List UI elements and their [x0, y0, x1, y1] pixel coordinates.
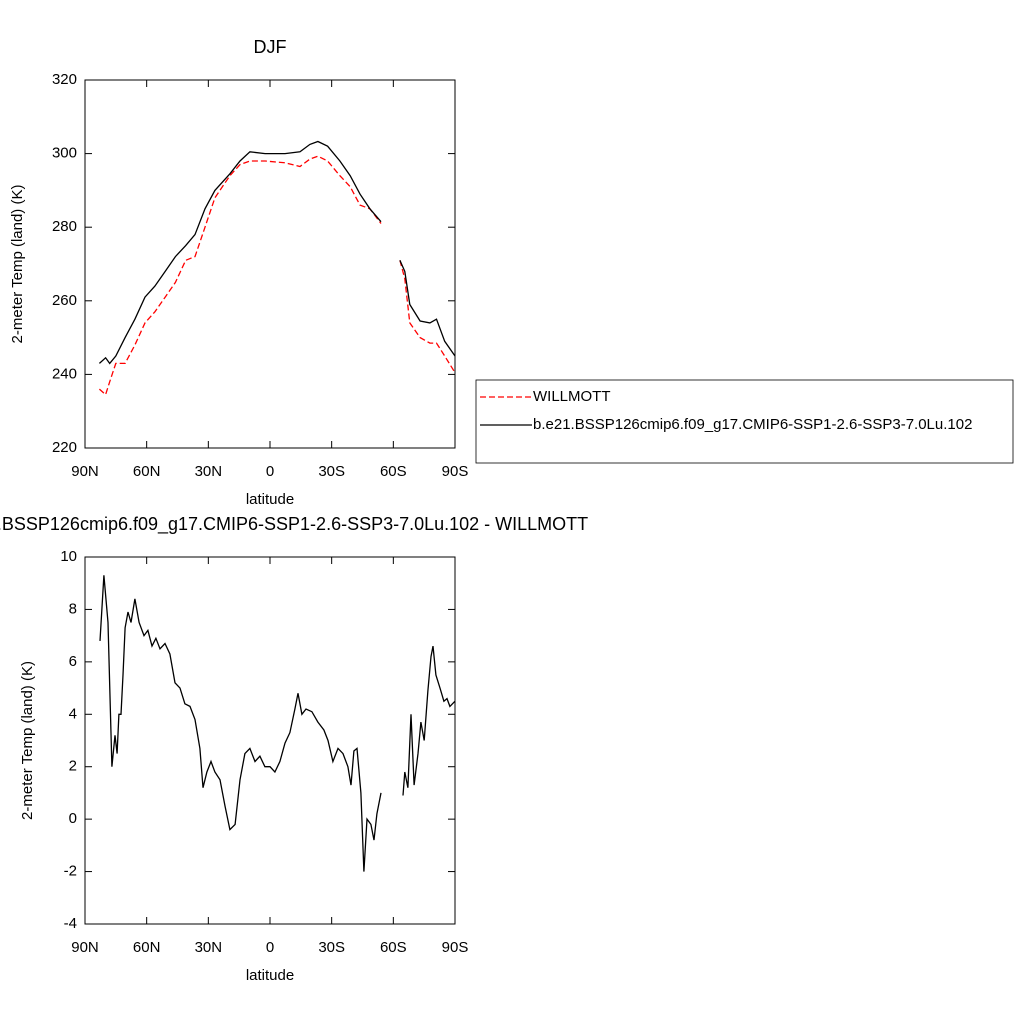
x-tick-label: 90S — [442, 939, 469, 956]
y-tick-label: 0 — [69, 810, 77, 827]
y-tick-label: 8 — [69, 600, 77, 617]
y-tick-label: 240 — [52, 365, 77, 382]
x-tick-label: 0 — [266, 463, 274, 480]
x-tick-label: 60N — [133, 939, 161, 956]
legend-label: b.e21.BSSP126cmip6.f09_g17.CMIP6-SSP1-2.… — [533, 416, 972, 433]
y-tick-label: -2 — [64, 863, 77, 880]
data-line — [99, 575, 456, 872]
data-line — [98, 155, 456, 396]
y-tick-label: 4 — [69, 705, 77, 722]
x-tick-label: 30S — [318, 939, 345, 956]
x-tick-label: 60S — [380, 939, 407, 956]
x-tick-label: 60S — [380, 463, 407, 480]
chart-title: DJF — [254, 37, 287, 57]
x-tick-label: 30S — [318, 463, 345, 480]
y-tick-label: 320 — [52, 71, 77, 88]
chart-title: b.e21.BSSP126cmip6.f09_g17.CMIP6-SSP1-2.… — [0, 514, 588, 535]
y-tick-label: 280 — [52, 218, 77, 235]
x-axis-label: latitude — [246, 967, 294, 984]
x-axis-label: latitude — [246, 491, 294, 508]
x-tick-label: 0 — [266, 939, 274, 956]
x-tick-label: 90N — [71, 463, 99, 480]
y-axis-label: 2-meter Temp (land) (K) — [19, 661, 36, 820]
y-tick-label: -4 — [64, 915, 77, 932]
legend-label: WILLMOTT — [533, 388, 611, 405]
data-line — [98, 140, 456, 365]
x-tick-label: 90S — [442, 463, 469, 480]
y-axis-label: 2-meter Temp (land) (K) — [9, 185, 26, 344]
y-tick-label: 10 — [60, 548, 77, 565]
y-tick-label: 220 — [52, 439, 77, 456]
y-tick-label: 300 — [52, 145, 77, 162]
plot-frame — [84, 79, 456, 449]
legend-box — [475, 379, 1014, 464]
x-tick-label: 90N — [71, 939, 99, 956]
x-tick-label: 60N — [133, 463, 161, 480]
x-tick-label: 30N — [195, 463, 223, 480]
y-tick-label: 2 — [69, 758, 77, 775]
y-tick-label: 260 — [52, 292, 77, 309]
y-tick-label: 6 — [69, 653, 77, 670]
plot-frame — [84, 556, 456, 925]
x-tick-label: 30N — [195, 939, 223, 956]
